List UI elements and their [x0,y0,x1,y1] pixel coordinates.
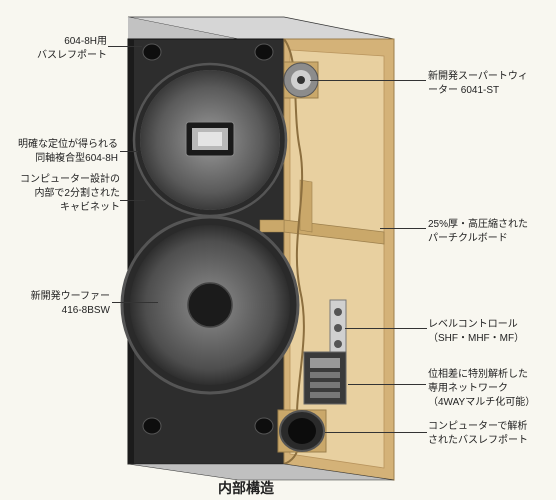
bass-reflex-port-lower [143,418,161,434]
driver-woofer-416-8bsw [122,217,298,393]
driver-coaxial-604-8h [134,64,286,216]
leader-line [108,46,142,47]
cutaway-back-wall [290,50,384,468]
bass-reflex-tube [278,410,326,452]
label-particle-board: 25%厚・高圧縮された パーチクルボード [428,218,528,246]
label-super-tweeter: 新開発スーパートウィ ーター 6041-ST [428,70,528,98]
label-bass-reflex-port: コンピューターで解析 されたバスレフポート [428,420,528,448]
leader-line [345,328,427,329]
leader-line [120,151,138,152]
diagram-canvas: 604-8H用 バスレフポート 明確な定位が得られる 同軸複合型604-8H コ… [0,0,556,500]
level-control-panel [330,300,346,356]
label-level-control: レベルコントロール （SHF・MHF・MF） [428,318,524,346]
label-port-604-8h: 604-8H用 バスレフポート [12,35,107,63]
crossover-network [304,352,346,404]
leader-line [380,228,426,229]
leader-line [348,384,426,385]
leader-line [325,432,427,433]
diagram-title: 内部構造 [218,478,274,498]
leader-line [112,302,158,303]
bass-reflex-port-upper [143,44,161,60]
label-cabinet: コンピューター設計の 内部で2分割された キャビネット [2,173,120,215]
label-network: 位相差に特別解析した 専用ネットワーク （4WAYマルチ化可能） [428,368,535,410]
label-woofer-416-8bsw: 新開発ウーファー 416-8BSW [16,290,110,318]
label-coaxial-604-8h: 明確な定位が得られる 同軸複合型604-8H [2,138,118,166]
leader-line [310,80,426,81]
leader-line [120,200,145,201]
